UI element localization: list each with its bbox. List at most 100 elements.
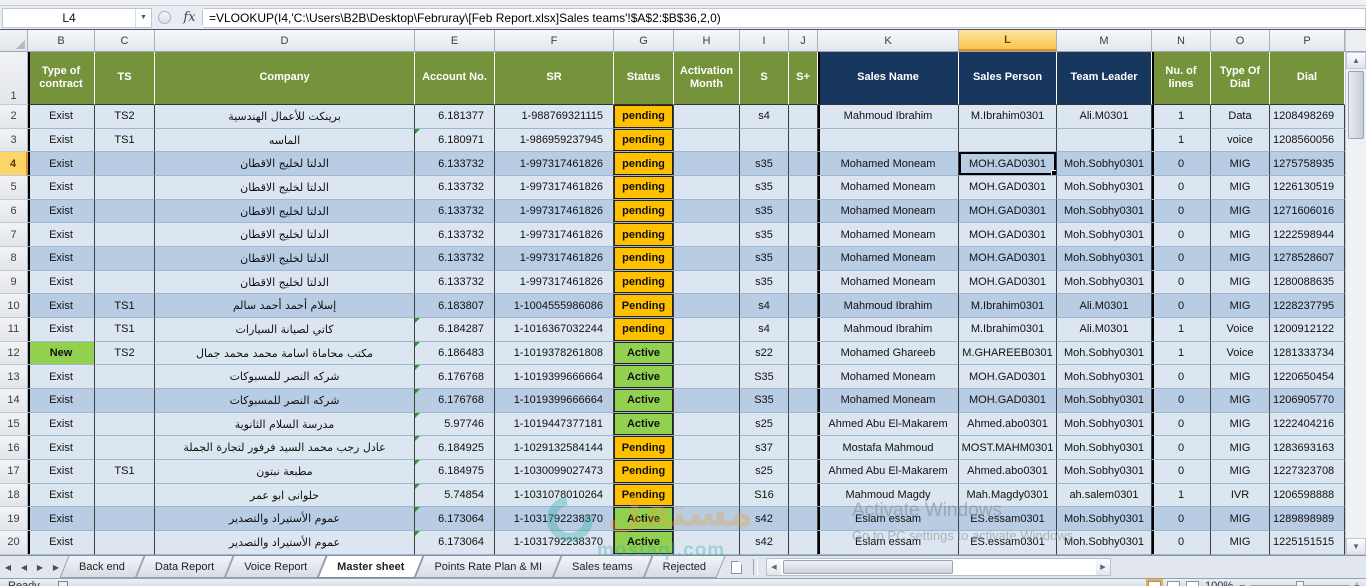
cell-N5[interactable]: 0 bbox=[1152, 176, 1211, 200]
cell-C14[interactable] bbox=[95, 389, 155, 413]
cell-O15[interactable]: MIG bbox=[1211, 412, 1270, 437]
cell-L12[interactable]: M.GHAREEB0301 bbox=[959, 341, 1057, 366]
cell-D12[interactable]: مكتب محاماة اسامة محمد محمد جمال bbox=[155, 341, 415, 366]
cell-I4[interactable]: s35 bbox=[740, 152, 789, 177]
cell-B9[interactable]: Exist bbox=[28, 270, 95, 295]
cell-P4[interactable]: 1275758935 bbox=[1270, 152, 1345, 177]
cell-J16[interactable] bbox=[789, 436, 818, 461]
cell-P5[interactable]: 1226130519 bbox=[1270, 176, 1345, 200]
cell-O18[interactable]: IVR bbox=[1211, 483, 1270, 508]
row-header-16[interactable]: 16 bbox=[0, 436, 28, 461]
cell-O7[interactable]: MIG bbox=[1211, 223, 1270, 248]
column-header-L[interactable]: L bbox=[959, 30, 1057, 51]
column-header-J[interactable]: J bbox=[789, 30, 818, 51]
column-header-P[interactable]: P bbox=[1270, 30, 1345, 51]
cell-M14[interactable]: Moh.Sobhy0301 bbox=[1057, 389, 1152, 413]
cell-K12[interactable]: Mohamed Ghareeb bbox=[818, 341, 959, 366]
table-header-H[interactable]: Activation Month bbox=[674, 52, 740, 105]
cell-P6[interactable]: 1271606016 bbox=[1270, 199, 1345, 224]
cell-J9[interactable] bbox=[789, 270, 818, 295]
cell-K14[interactable]: Mohamed Moneam bbox=[818, 389, 959, 413]
table-header-G[interactable]: Status bbox=[614, 52, 674, 105]
macro-record-icon[interactable] bbox=[58, 581, 68, 586]
cell-G17[interactable]: Pending bbox=[614, 460, 674, 484]
cell-N9[interactable]: 0 bbox=[1152, 270, 1211, 295]
cell-C15[interactable] bbox=[95, 412, 155, 437]
cell-P10[interactable]: 1228237795 bbox=[1270, 294, 1345, 319]
cell-I17[interactable]: s25 bbox=[740, 460, 789, 484]
column-header-K[interactable]: K bbox=[818, 30, 959, 51]
cell-O5[interactable]: MIG bbox=[1211, 176, 1270, 200]
cell-M12[interactable]: Moh.Sobhy0301 bbox=[1057, 341, 1152, 366]
cell-M19[interactable]: Moh.Sobhy0301 bbox=[1057, 507, 1152, 532]
cell-B3[interactable]: Exist bbox=[28, 128, 95, 153]
cell-E5[interactable]: 6.133732 bbox=[415, 176, 495, 200]
cell-N15[interactable]: 0 bbox=[1152, 412, 1211, 437]
cell-B10[interactable]: Exist bbox=[28, 294, 95, 319]
cell-C12[interactable]: TS2 bbox=[95, 341, 155, 366]
cell-J2[interactable] bbox=[789, 105, 818, 129]
cell-F7[interactable]: 1-997317461826 bbox=[495, 223, 614, 248]
cell-L4[interactable]: MOH.GAD0301 bbox=[959, 152, 1057, 177]
column-header-N[interactable]: N bbox=[1152, 30, 1211, 51]
cell-H3[interactable] bbox=[674, 128, 740, 153]
row-header-6[interactable]: 6 bbox=[0, 199, 28, 224]
sheet-tab-data-report[interactable]: Data Report bbox=[140, 556, 229, 578]
cell-H8[interactable] bbox=[674, 247, 740, 271]
cell-J20[interactable] bbox=[789, 531, 818, 555]
cell-G10[interactable]: Pending bbox=[614, 294, 674, 319]
cell-O14[interactable]: MIG bbox=[1211, 389, 1270, 413]
cell-D9[interactable]: الدلتا لخليج الاقطان bbox=[155, 270, 415, 295]
cell-O2[interactable]: Data bbox=[1211, 105, 1270, 129]
cell-M6[interactable]: Moh.Sobhy0301 bbox=[1057, 199, 1152, 224]
cell-N7[interactable]: 0 bbox=[1152, 223, 1211, 248]
cell-B5[interactable]: Exist bbox=[28, 176, 95, 200]
cell-O13[interactable]: MIG bbox=[1211, 365, 1270, 390]
cell-P3[interactable]: 1208560056 bbox=[1270, 128, 1345, 153]
cell-D20[interactable]: عموم الأستيراد والتصدير bbox=[155, 531, 415, 555]
cell-I6[interactable]: s35 bbox=[740, 199, 789, 224]
cell-P16[interactable]: 1283693163 bbox=[1270, 436, 1345, 461]
cell-H6[interactable] bbox=[674, 199, 740, 224]
column-header-E[interactable]: E bbox=[415, 30, 495, 51]
cell-L8[interactable]: MOH.GAD0301 bbox=[959, 247, 1057, 271]
cell-G8[interactable]: pending bbox=[614, 247, 674, 271]
cell-K9[interactable]: Mohamed Moneam bbox=[818, 270, 959, 295]
cell-F4[interactable]: 1-997317461826 bbox=[495, 152, 614, 177]
table-header-E[interactable]: Account No. bbox=[415, 52, 495, 105]
cell-F5[interactable]: 1-997317461826 bbox=[495, 176, 614, 200]
next-sheet-button[interactable]: ▶ bbox=[36, 562, 44, 572]
column-header-M[interactable]: M bbox=[1057, 30, 1152, 51]
cell-G15[interactable]: Active bbox=[614, 412, 674, 437]
column-header-H[interactable]: H bbox=[674, 30, 740, 51]
table-header-L[interactable]: Sales Person bbox=[959, 52, 1057, 105]
column-header-D[interactable]: D bbox=[155, 30, 415, 51]
column-header-G[interactable]: G bbox=[614, 30, 674, 51]
scroll-right-icon[interactable]: ▶ bbox=[1096, 559, 1110, 575]
cell-I19[interactable]: s42 bbox=[740, 507, 789, 532]
cell-J11[interactable] bbox=[789, 318, 818, 342]
cell-K8[interactable]: Mohamed Moneam bbox=[818, 247, 959, 271]
cell-E7[interactable]: 6.133732 bbox=[415, 223, 495, 248]
cell-J4[interactable] bbox=[789, 152, 818, 177]
cell-M5[interactable]: Moh.Sobhy0301 bbox=[1057, 176, 1152, 200]
cell-L10[interactable]: M.Ibrahim0301 bbox=[959, 294, 1057, 319]
cell-M8[interactable]: Moh.Sobhy0301 bbox=[1057, 247, 1152, 271]
table-header-K[interactable]: Sales Name bbox=[818, 52, 959, 105]
cell-M10[interactable]: Ali.M0301 bbox=[1057, 294, 1152, 319]
cell-C10[interactable]: TS1 bbox=[95, 294, 155, 319]
cell-L3[interactable] bbox=[959, 128, 1057, 153]
cell-D2[interactable]: برينكت للأعمال الهندسية bbox=[155, 105, 415, 129]
cell-C9[interactable] bbox=[95, 270, 155, 295]
cell-B11[interactable]: Exist bbox=[28, 318, 95, 342]
cell-E15[interactable]: 5.97746 bbox=[415, 412, 495, 437]
cell-M7[interactable]: Moh.Sobhy0301 bbox=[1057, 223, 1152, 248]
cell-B8[interactable]: Exist bbox=[28, 247, 95, 271]
cell-E10[interactable]: 6.183807 bbox=[415, 294, 495, 319]
row-header-1[interactable]: 1 bbox=[0, 52, 28, 105]
cell-L19[interactable]: ES.essam0301 bbox=[959, 507, 1057, 532]
cell-O9[interactable]: MIG bbox=[1211, 270, 1270, 295]
cell-C7[interactable] bbox=[95, 223, 155, 248]
cell-P11[interactable]: 1200912122 bbox=[1270, 318, 1345, 342]
column-header-O[interactable]: O bbox=[1211, 30, 1270, 51]
